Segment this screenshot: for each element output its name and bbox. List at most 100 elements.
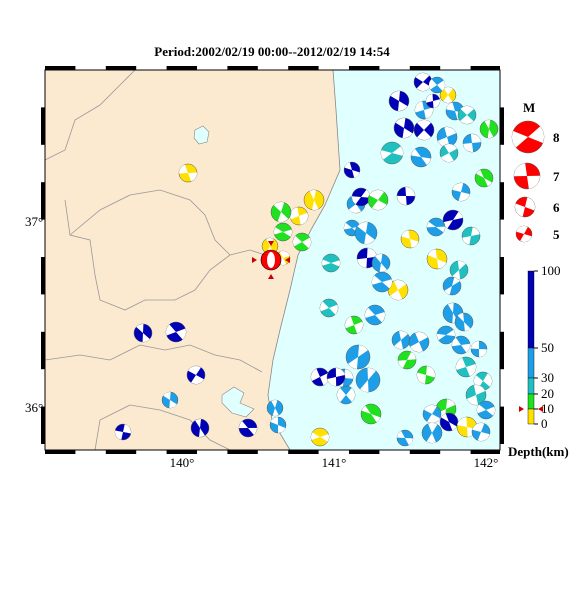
frame-bar bbox=[45, 66, 76, 70]
frame-bar bbox=[288, 66, 319, 70]
beachball-quadrant bbox=[462, 227, 480, 245]
colorbar-label: 30 bbox=[541, 370, 554, 385]
colorbar-segment bbox=[527, 270, 535, 349]
beachball-quadrant bbox=[514, 163, 540, 189]
beachball-quadrant bbox=[352, 189, 370, 205]
beachball-quadrant bbox=[424, 405, 440, 423]
beachball-quadrant bbox=[322, 259, 340, 267]
beachball-quadrant bbox=[398, 351, 416, 369]
beachball-quadrant bbox=[447, 303, 459, 323]
beachball-quadrant bbox=[274, 227, 292, 237]
beachball-quadrant bbox=[512, 126, 544, 148]
boundary bbox=[44, 344, 263, 373]
beachball-quadrant bbox=[426, 94, 440, 108]
lon-label: 142° bbox=[474, 455, 499, 470]
beachball-quadrant bbox=[348, 345, 368, 369]
frame-bar bbox=[227, 66, 258, 70]
beachball-quadrant bbox=[415, 72, 431, 91]
frame-bar bbox=[105, 450, 137, 454]
frame-bar bbox=[41, 257, 45, 295]
beachball-quadrant bbox=[163, 392, 177, 408]
beachball-quadrant bbox=[310, 432, 330, 442]
boundaries bbox=[44, 69, 266, 451]
beachball-quadrant bbox=[369, 190, 387, 210]
beachball-quadrant bbox=[472, 423, 490, 441]
beachball-quadrant bbox=[443, 211, 463, 229]
beachball-quadrant bbox=[357, 221, 375, 244]
frame-bar bbox=[500, 182, 504, 220]
frame-bar bbox=[470, 450, 500, 454]
beachball-quadrant bbox=[484, 120, 494, 138]
frame-bar bbox=[500, 107, 504, 145]
frame-bar bbox=[288, 450, 319, 454]
lat-label: 37° bbox=[25, 214, 43, 229]
beachball-quadrant bbox=[166, 324, 186, 340]
beachball-quadrant bbox=[476, 169, 492, 187]
beachball-quadrant bbox=[357, 248, 377, 268]
beachball-quadrant bbox=[415, 101, 434, 119]
beachball-quadrant bbox=[455, 357, 476, 377]
land bbox=[44, 69, 341, 451]
lat-label: 36° bbox=[25, 400, 43, 415]
beachball-quadrant bbox=[270, 417, 286, 433]
beachball-quadrant bbox=[290, 207, 309, 225]
beachball-quadrant bbox=[437, 329, 455, 341]
beachball-quadrant bbox=[441, 413, 457, 431]
frame-bar bbox=[349, 66, 380, 70]
beachball-quadrant bbox=[466, 384, 486, 405]
legend-title: M bbox=[523, 100, 535, 115]
colorbar-label: 20 bbox=[541, 386, 554, 401]
beachball-quadrant bbox=[390, 91, 408, 112]
frame-bar bbox=[166, 66, 197, 70]
beachball-quadrant bbox=[417, 366, 435, 384]
beachball-quadrant bbox=[327, 368, 345, 386]
main-shock bbox=[267, 252, 275, 268]
beachball-quadrant bbox=[452, 337, 470, 353]
beachball-quadrant bbox=[375, 254, 387, 272]
beachball-quadrant bbox=[195, 418, 205, 437]
beachball-quadrant bbox=[311, 368, 329, 386]
magnitude-legend: 8 7 6 5 bbox=[511, 120, 560, 243]
beachball-quadrant bbox=[365, 307, 386, 323]
beachball-quadrant bbox=[361, 405, 381, 423]
beachball-quadrant bbox=[429, 79, 445, 91]
beachball bbox=[303, 189, 325, 211]
beachball-quadrant bbox=[188, 366, 204, 384]
frame-bar bbox=[470, 66, 500, 70]
beachball-quadrant bbox=[463, 134, 481, 152]
beachball-quadrant bbox=[452, 183, 470, 201]
boundary bbox=[44, 69, 136, 161]
depth-label: Depth(km) bbox=[508, 444, 569, 459]
beachball-quadrant bbox=[426, 423, 438, 443]
colorbar-label: 100 bbox=[541, 263, 561, 278]
beachball-quadrant bbox=[437, 127, 457, 147]
beachball-quadrant bbox=[293, 235, 311, 249]
lon-label: 141° bbox=[322, 455, 347, 470]
colorbar-label: 10 bbox=[541, 401, 554, 416]
frame-bar bbox=[45, 450, 76, 454]
title: Period:2002/02/19 00:00--2012/02/19 14:5… bbox=[154, 44, 390, 59]
beachball-quadrant bbox=[309, 190, 319, 210]
beachball-quadrant bbox=[360, 368, 376, 392]
beachball-quadrant bbox=[427, 249, 447, 269]
frame-bar bbox=[105, 66, 137, 70]
beachball-quadrant bbox=[337, 388, 356, 402]
beachball-quadrant bbox=[471, 341, 487, 357]
beachball-quadrant bbox=[443, 86, 453, 104]
frame-ticks bbox=[41, 66, 504, 454]
frame-bar bbox=[349, 450, 380, 454]
frame-bar bbox=[500, 406, 504, 444]
frame-bar bbox=[41, 331, 45, 370]
colorbar-label: 50 bbox=[541, 340, 554, 355]
beachball-quadrant bbox=[474, 373, 492, 389]
frame-bar bbox=[409, 450, 441, 454]
beachball-quadrant bbox=[320, 301, 338, 315]
beachball-quadrant bbox=[416, 120, 432, 141]
beachball-quadrant bbox=[115, 424, 131, 440]
beachball-quadrant bbox=[401, 230, 419, 248]
lake bbox=[221, 386, 255, 418]
beachball-quadrant bbox=[441, 144, 457, 162]
beachball-quadrant bbox=[477, 404, 495, 416]
